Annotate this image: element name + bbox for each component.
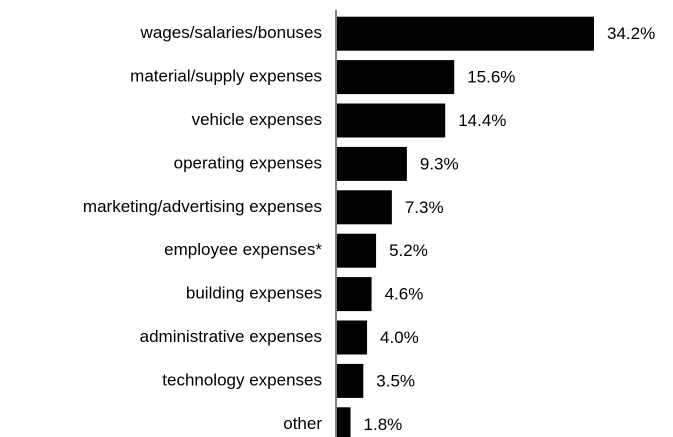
bar — [337, 233, 377, 268]
value-label: 34.2% — [607, 24, 655, 43]
bar — [337, 407, 351, 437]
bar — [337, 363, 364, 398]
value-label: 1.8% — [364, 415, 403, 434]
bar — [337, 103, 446, 138]
category-label: administrative expenses — [140, 327, 322, 346]
category-label: technology expenses — [162, 370, 322, 389]
value-label: 9.3% — [420, 154, 459, 173]
category-label: building expenses — [186, 284, 322, 303]
category-label: material/supply expenses — [130, 67, 322, 86]
value-label: 5.2% — [389, 241, 428, 260]
value-label: 4.0% — [380, 328, 419, 347]
bar — [337, 146, 407, 181]
value-label: 14.4% — [458, 111, 506, 130]
bar — [337, 320, 368, 355]
category-label: wages/salaries/bonuses — [140, 23, 322, 42]
bar — [337, 190, 392, 225]
value-label: 4.6% — [385, 285, 424, 304]
category-label: other — [283, 414, 322, 433]
category-label: operating expenses — [174, 153, 322, 172]
bar — [337, 16, 594, 51]
value-label: 7.3% — [405, 198, 444, 217]
bar — [337, 60, 455, 95]
category-label: employee expenses* — [164, 240, 322, 259]
value-label: 15.6% — [467, 68, 515, 87]
category-label: marketing/advertising expenses — [83, 197, 322, 216]
category-label: vehicle expenses — [192, 110, 322, 129]
bar — [337, 277, 372, 312]
value-label: 3.5% — [376, 371, 415, 390]
